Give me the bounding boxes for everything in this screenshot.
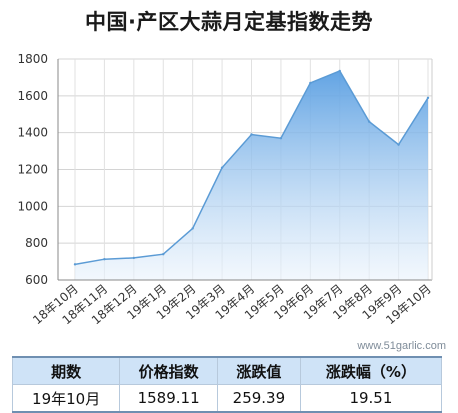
data-point — [367, 120, 371, 123]
y-tick-label: 1000 — [17, 199, 48, 213]
y-tick-label: 1600 — [17, 89, 48, 103]
data-point — [73, 263, 77, 266]
data-point — [397, 143, 400, 146]
summary-header-change-pct: 涨跌幅（%） — [299, 356, 443, 385]
y-tick-label: 1400 — [17, 126, 48, 140]
data-point — [309, 81, 312, 85]
summary-value-change-pct: 19.51 — [299, 384, 443, 413]
data-point — [426, 96, 430, 100]
summary-header-row: 期数 价格指数 涨跌值 涨跌幅（%） — [11, 356, 443, 385]
summary-table: 期数 价格指数 涨跌值 涨跌幅（%） 19年10月 1589.11 259.39… — [11, 356, 443, 413]
chart-plot: 6008001000120014001600180018年10月18年11月18… — [17, 52, 433, 327]
data-point — [338, 69, 341, 73]
data-point — [191, 227, 194, 230]
data-point — [132, 256, 136, 260]
summary-header-change: 涨跌值 — [216, 356, 301, 385]
summary-value-index: 1589.11 — [119, 384, 218, 413]
data-point — [162, 253, 165, 256]
summary-header-index: 价格指数 — [119, 356, 218, 385]
y-tick-label: 600 — [25, 273, 48, 287]
chart-title: 中国·产区大蒜月定基指数走势 — [85, 10, 373, 34]
data-point — [250, 133, 253, 136]
data-point — [103, 257, 106, 261]
series-area — [75, 70, 428, 281]
y-tick-label: 1800 — [17, 52, 48, 66]
summary-value-period: 19年10月 — [11, 384, 121, 413]
summary-value-row: 19年10月 1589.11 259.39 19.51 — [11, 384, 443, 413]
data-point — [220, 166, 224, 169]
y-tick-label: 800 — [25, 236, 48, 250]
y-tick-label: 1200 — [17, 163, 48, 177]
summary-header-period: 期数 — [11, 356, 121, 385]
summary-value-change: 259.39 — [216, 384, 301, 413]
data-point — [279, 136, 283, 140]
watermark: www.51garlic.com — [357, 340, 446, 352]
